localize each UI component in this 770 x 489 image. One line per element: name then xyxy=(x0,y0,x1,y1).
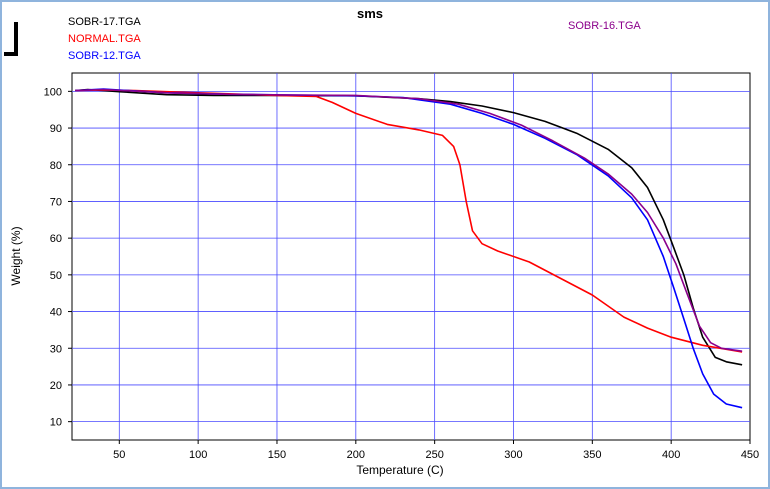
legend: SOBR-17.TGA NORMAL.TGA SOBR-12.TGA SOBR-16.… xyxy=(68,16,641,62)
y-axis-label: Weight (%) xyxy=(9,226,23,285)
y-tick-label: 80 xyxy=(50,160,62,172)
y-tick-label: 60 xyxy=(50,233,62,245)
series-line-3 xyxy=(75,88,743,352)
x-tick-label: 200 xyxy=(347,449,365,461)
legend-entry: NORMAL.TGA xyxy=(68,33,141,45)
y-tick-label: 40 xyxy=(50,307,62,319)
window-corner-mark xyxy=(4,22,18,56)
y-tick-label: 20 xyxy=(50,380,62,392)
y-tick-label: 50 xyxy=(50,270,62,282)
x-tick-label: 100 xyxy=(189,449,207,461)
x-tick-label: 250 xyxy=(425,449,443,461)
x-tick-label: 450 xyxy=(741,449,759,461)
y-tick-label: 70 xyxy=(50,196,62,208)
plot-area xyxy=(71,72,751,441)
x-tick-label: 400 xyxy=(662,449,680,461)
x-tick-label: 150 xyxy=(268,449,286,461)
x-tick-label: 350 xyxy=(583,449,601,461)
x-tick-label: 300 xyxy=(504,449,522,461)
legend-entry: SOBR-16.TGA xyxy=(568,20,641,32)
y-tick-label: 10 xyxy=(50,417,62,429)
x-axis-label: Temperature (C) xyxy=(356,463,443,477)
legend-entry: SOBR-12.TGA xyxy=(68,50,141,62)
x-tick-label: 50 xyxy=(113,449,125,461)
axis-ticks: 50 100 150 200 250 300 350 400 450 10 20 30 40 50 60 70… xyxy=(44,86,760,461)
chart-title: sms xyxy=(357,6,383,21)
y-tick-label: 30 xyxy=(50,343,62,355)
legend-entry: SOBR-17.TGA xyxy=(68,16,141,28)
y-tick-label: 90 xyxy=(50,123,62,135)
series-layer xyxy=(75,88,743,409)
y-tick-label: 100 xyxy=(44,86,62,98)
